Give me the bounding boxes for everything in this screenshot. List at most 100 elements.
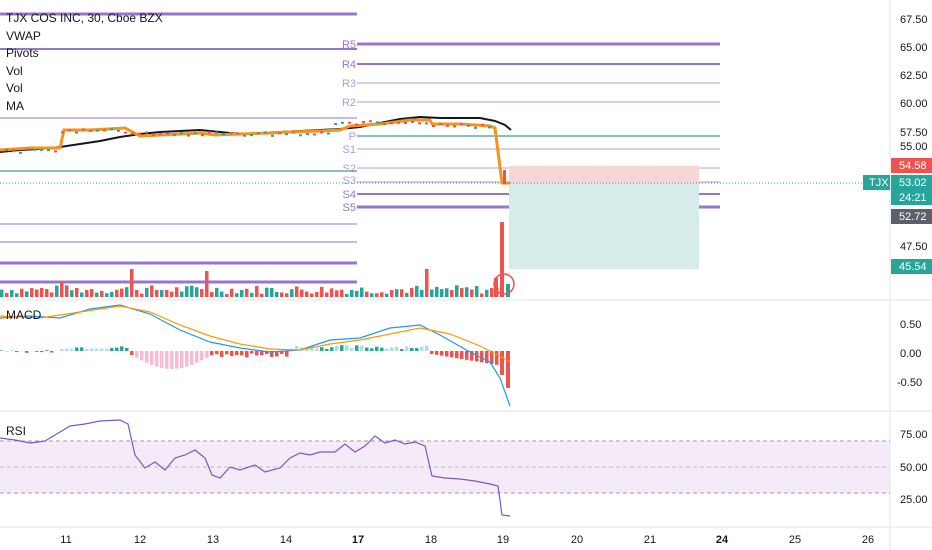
macd-tick: 0.50: [900, 319, 921, 331]
macd-bar: [495, 351, 499, 365]
price-tick: 57.50: [900, 127, 928, 139]
volume-bar: [50, 292, 54, 297]
candle: [355, 123, 358, 126]
candle: [306, 133, 309, 136]
indicator-pivots[interactable]: Pivots: [6, 46, 39, 60]
macd-bar: [120, 346, 124, 351]
candle: [299, 134, 302, 137]
volume-bar: [480, 293, 484, 297]
stop-zone[interactable]: [509, 183, 699, 269]
macd-bar: [395, 346, 399, 351]
candle: [362, 120, 365, 123]
candle: [313, 133, 316, 136]
time-axis[interactable]: 11 12 13 14 17 18 19 20 21 24 25 26: [60, 534, 874, 546]
macd-bar: [380, 347, 384, 351]
volume-bar: [150, 285, 154, 297]
volume-bar: [310, 293, 314, 297]
volume-bar: [300, 289, 304, 297]
volume-bar: [435, 286, 439, 297]
volume-bar: [490, 288, 494, 297]
macd-bar: [415, 348, 419, 351]
volume-bar: [370, 293, 374, 297]
candle: [481, 123, 484, 126]
volume-bar: [405, 292, 409, 297]
volume-bar: [40, 287, 44, 297]
volume-bar: [220, 291, 224, 297]
volume-bar: [340, 289, 344, 297]
countdown-text: 24:21: [899, 192, 927, 204]
time-tick: 20: [571, 534, 583, 546]
volume-bar: [90, 289, 94, 297]
macd-bar: [460, 351, 464, 359]
symbol-title[interactable]: TJX COS INC, 30, Cboe BZX: [6, 11, 163, 25]
macd-bar: [455, 351, 459, 359]
candle: [411, 120, 414, 123]
candle: [26, 148, 29, 151]
candle: [96, 129, 99, 132]
macd-histogram: [0, 345, 510, 388]
macd-bar: [115, 347, 119, 351]
candle: [292, 131, 295, 134]
volume-bar: [60, 281, 64, 297]
last-price-badge: [891, 175, 932, 205]
candle: [145, 131, 148, 134]
volume-bar: [400, 289, 404, 297]
indicator-ma[interactable]: MA: [6, 98, 24, 113]
volume-bar: [140, 293, 144, 297]
macd-bar: [220, 351, 224, 357]
macd-bar: [400, 348, 404, 351]
volume-bar: [350, 289, 354, 297]
macd-bar: [240, 351, 244, 356]
macd-bar: [235, 351, 239, 356]
volume-bar: [410, 288, 414, 297]
macd-bar: [315, 348, 319, 351]
volume-bar: [455, 285, 459, 297]
rsi-axis[interactable]: 75.00 50.00 25.00: [900, 429, 928, 506]
volume-bar: [65, 285, 69, 297]
candle: [250, 134, 253, 137]
price-axis[interactable]: 67.50 65.00 62.50 60.00 57.50 55.00 50.0…: [900, 14, 928, 253]
volume-bar: [215, 287, 219, 297]
candle: [390, 122, 393, 125]
pivot-label-r3: R3: [342, 78, 356, 90]
price-tick: 60.00: [900, 98, 928, 110]
target-zone[interactable]: [509, 166, 699, 183]
indicator-vol-2[interactable]: Vol: [6, 81, 23, 95]
macd-bar: [80, 347, 84, 351]
candle: [187, 134, 190, 137]
macd-bar: [465, 351, 469, 360]
candle: [229, 132, 232, 135]
volume-bar: [390, 290, 394, 297]
symbol-text: TJX: [869, 177, 889, 189]
candle: [334, 123, 337, 126]
volume-bar: [485, 289, 489, 297]
stop-price-text: 45.54: [899, 261, 927, 273]
price-tick: 55.00: [900, 141, 928, 153]
macd-bar: [320, 347, 324, 351]
candle: [474, 126, 477, 129]
macd-bar: [180, 351, 184, 368]
rsi-pane-label[interactable]: RSI: [6, 424, 27, 438]
volume-bar: [365, 291, 369, 297]
volume-bar: [245, 288, 249, 297]
volume-bar: [450, 290, 454, 297]
macd-bar: [65, 348, 69, 351]
price-tick: 62.50: [900, 70, 928, 82]
macd-pane-label[interactable]: MACD: [6, 308, 42, 322]
indicator-vwap[interactable]: VWAP: [6, 28, 41, 43]
candle: [117, 129, 120, 132]
candle: [404, 121, 407, 124]
macd-axis[interactable]: 0.50 0.00 -0.50: [897, 319, 922, 389]
volume-bar: [0, 289, 4, 297]
indicator-vol[interactable]: Vol: [6, 63, 23, 78]
macd-bar: [270, 351, 274, 357]
volume-bar: [250, 292, 254, 297]
volume-bar: [415, 285, 419, 297]
macd-bar: [105, 348, 109, 351]
candle: [488, 126, 491, 129]
volume-bar: [10, 290, 14, 297]
stop-price-badge: [891, 259, 932, 274]
macd-bar: [185, 351, 189, 367]
macd-bar: [485, 351, 489, 364]
